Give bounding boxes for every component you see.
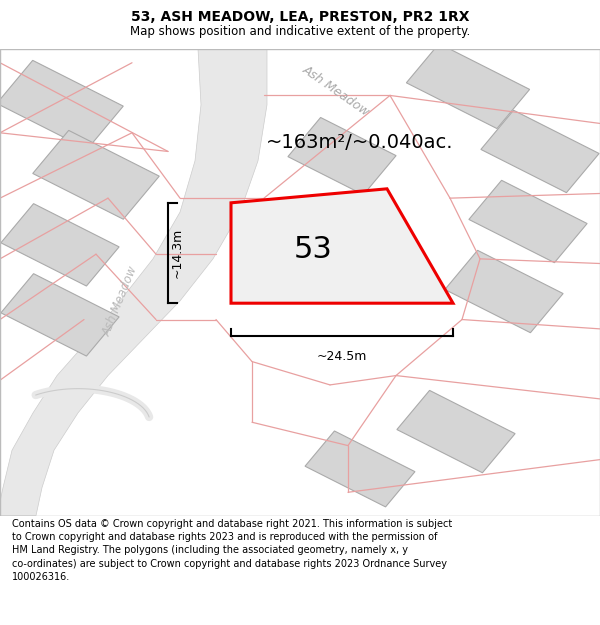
Polygon shape — [1, 204, 119, 286]
Text: Ash Meadow: Ash Meadow — [100, 264, 140, 338]
Polygon shape — [445, 251, 563, 332]
Text: Contains OS data © Crown copyright and database right 2021. This information is : Contains OS data © Crown copyright and d… — [12, 519, 452, 582]
Text: ~14.3m: ~14.3m — [171, 228, 184, 278]
Polygon shape — [0, 61, 123, 149]
Text: ~163m²/~0.040ac.: ~163m²/~0.040ac. — [266, 132, 454, 152]
Polygon shape — [33, 131, 159, 219]
Polygon shape — [406, 44, 530, 129]
Polygon shape — [288, 118, 396, 195]
Polygon shape — [305, 431, 415, 507]
Polygon shape — [0, 49, 267, 516]
Text: ~24.5m: ~24.5m — [317, 350, 367, 363]
Text: 53, ASH MEADOW, LEA, PRESTON, PR2 1RX: 53, ASH MEADOW, LEA, PRESTON, PR2 1RX — [131, 10, 469, 24]
Text: Map shows position and indicative extent of the property.: Map shows position and indicative extent… — [130, 25, 470, 38]
Polygon shape — [481, 110, 599, 192]
Text: Ash Meadow: Ash Meadow — [300, 63, 372, 119]
Polygon shape — [469, 180, 587, 262]
Text: 53: 53 — [294, 235, 333, 264]
Polygon shape — [397, 391, 515, 472]
Polygon shape — [1, 274, 119, 356]
Polygon shape — [231, 189, 453, 303]
